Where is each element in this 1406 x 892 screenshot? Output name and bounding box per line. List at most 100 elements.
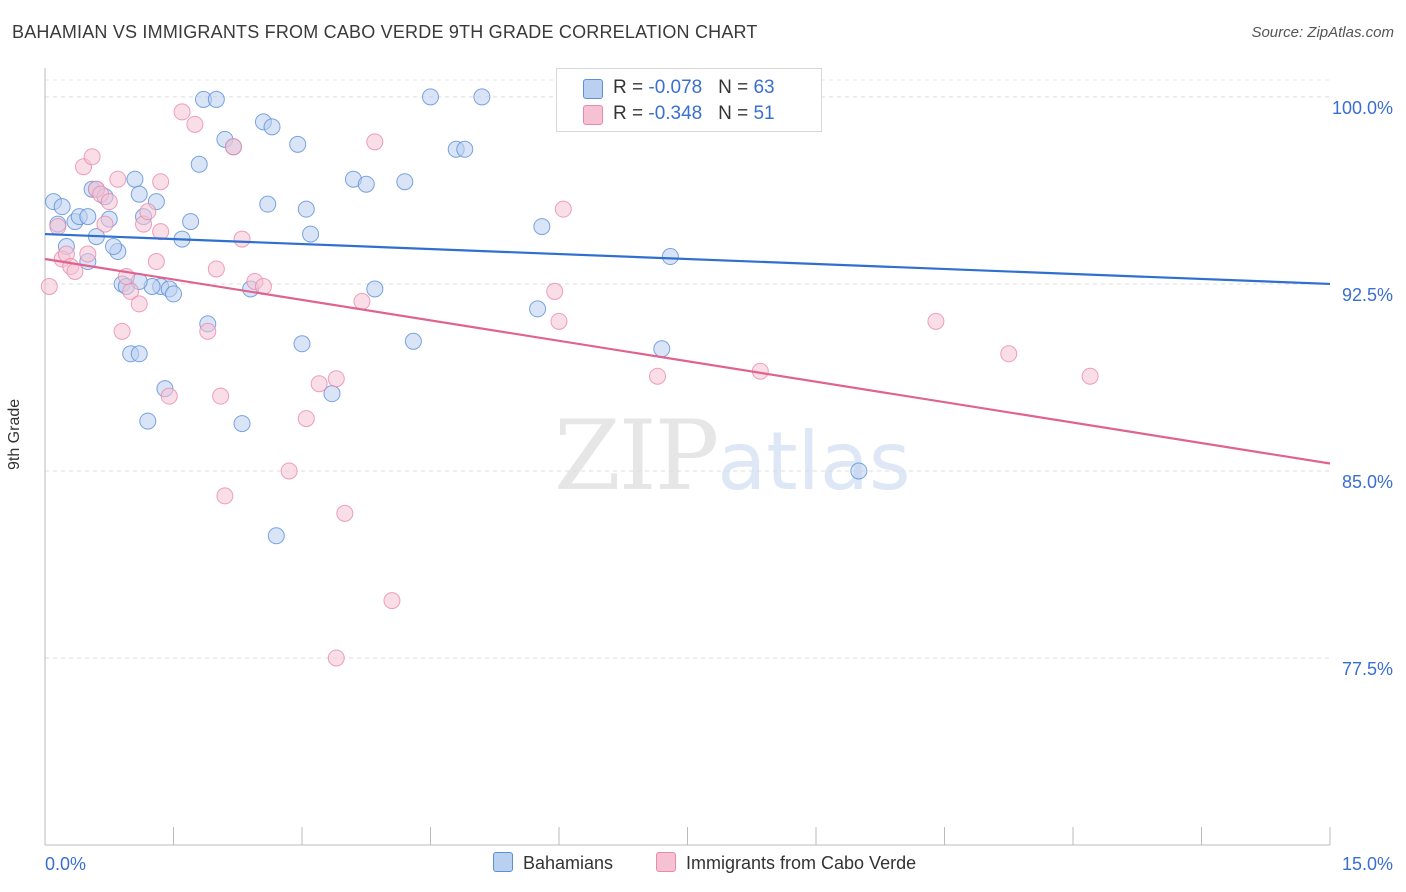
legend-r-label: R = <box>613 77 649 98</box>
watermark-atlas: atlas <box>717 415 911 508</box>
point-cabo-verde <box>383 592 401 610</box>
point-cabo-verde <box>109 170 127 188</box>
y-tick-label: 100.0% <box>1332 98 1393 118</box>
legend-swatch-pink <box>583 105 603 125</box>
legend-n-label: N = <box>718 103 754 124</box>
point-bahamians <box>297 200 315 218</box>
legend-n-value: 63 <box>753 77 775 98</box>
point-bahamians <box>139 412 157 430</box>
point-bahamians <box>456 140 474 158</box>
point-cabo-verde <box>327 370 345 388</box>
point-cabo-verde <box>1000 345 1018 363</box>
point-cabo-verde <box>327 649 345 667</box>
point-bahamians <box>190 155 208 173</box>
point-cabo-verde <box>546 282 564 300</box>
point-bahamians <box>529 300 547 318</box>
point-bahamians <box>263 118 281 136</box>
point-cabo-verde <box>173 103 191 121</box>
point-bahamians <box>130 345 148 363</box>
tick-labels: 100.0% 92.5% 85.0% 77.5% 0.0% 15.0% <box>45 98 1393 874</box>
point-bahamians <box>422 88 439 106</box>
data-points <box>40 88 1099 667</box>
legend-n-value: 51 <box>753 103 775 124</box>
point-cabo-verde <box>152 173 170 191</box>
point-cabo-verde <box>336 504 354 522</box>
legend-row-cabo-verde: R = -0.348 N = 51 <box>583 103 775 191</box>
point-cabo-verde <box>113 322 131 340</box>
watermark-zip: ZIP <box>554 400 719 512</box>
bottom-legend-swatch-blue <box>493 852 513 872</box>
point-bahamians <box>850 462 868 480</box>
point-cabo-verde <box>199 322 217 340</box>
point-bahamians <box>165 285 182 303</box>
legend-r-value: -0.348 <box>648 103 703 124</box>
point-cabo-verde <box>366 133 384 151</box>
point-cabo-verde <box>207 260 225 278</box>
point-bahamians <box>396 173 414 191</box>
chart-title: BAHAMIAN VS IMMIGRANTS FROM CABO VERDE 9… <box>12 22 758 42</box>
stats-legend: R = -0.078 N = 63 R = -0.348 N = 51 <box>556 68 822 132</box>
axes <box>44 68 1331 846</box>
point-cabo-verde <box>649 367 667 385</box>
point-cabo-verde <box>554 200 572 218</box>
point-bahamians <box>267 527 285 545</box>
point-bahamians <box>661 248 679 266</box>
point-cabo-verde <box>96 215 114 233</box>
bottom-legend-bahamians: Bahamians <box>493 852 613 874</box>
bottom-legend-cabo-verde: Immigrants from Cabo Verde <box>656 852 916 874</box>
legend-r-label: R = <box>613 103 649 124</box>
point-bahamians <box>79 208 97 226</box>
y-tick-label: 85.0% <box>1342 472 1393 492</box>
point-bahamians <box>259 195 277 213</box>
trend-lines <box>44 232 1331 465</box>
bottom-legend-swatch-pink <box>656 852 676 872</box>
point-bahamians <box>53 198 71 216</box>
point-bahamians <box>233 415 251 433</box>
point-bahamians <box>533 218 551 236</box>
point-bahamians <box>130 185 148 203</box>
source-label: Source: ZipAtlas.com <box>1251 24 1394 41</box>
legend-swatch-blue <box>583 79 603 99</box>
point-cabo-verde <box>130 295 148 313</box>
point-bahamians <box>302 225 320 243</box>
legend-n-label: N = <box>718 77 754 98</box>
point-cabo-verde <box>49 218 67 236</box>
x-tick-label: 0.0% <box>45 854 86 874</box>
point-cabo-verde <box>927 312 945 330</box>
point-bahamians <box>473 88 491 106</box>
point-cabo-verde <box>1081 367 1099 385</box>
point-cabo-verde <box>100 193 118 211</box>
point-cabo-verde <box>66 262 84 280</box>
point-bahamians <box>207 90 225 108</box>
point-cabo-verde <box>160 387 178 405</box>
point-cabo-verde <box>224 138 242 156</box>
point-bahamians <box>653 340 671 358</box>
point-cabo-verde <box>212 387 230 405</box>
trend-line-cabo-verde <box>44 257 1331 465</box>
x-tick-label: 15.0% <box>1342 854 1393 874</box>
bottom-legend-label: Bahamians <box>523 853 614 873</box>
gridlines <box>45 79 1330 659</box>
trend-line-bahamians <box>44 232 1331 286</box>
point-bahamians <box>289 135 307 153</box>
point-cabo-verde <box>139 203 157 221</box>
y-tick-label: 77.5% <box>1342 659 1393 679</box>
point-bahamians <box>293 335 311 353</box>
point-cabo-verde <box>297 410 315 428</box>
point-bahamians <box>182 213 200 231</box>
point-cabo-verde <box>216 487 234 505</box>
legend-row-bahamians: R = -0.078 N = 63 <box>583 77 775 165</box>
point-cabo-verde <box>40 277 58 295</box>
point-cabo-verde <box>233 230 251 248</box>
point-bahamians <box>404 332 422 350</box>
point-bahamians <box>357 175 375 193</box>
point-bahamians <box>126 170 144 188</box>
y-tick-label: 92.5% <box>1342 285 1393 305</box>
point-cabo-verde <box>147 253 165 271</box>
point-cabo-verde <box>280 462 298 480</box>
point-cabo-verde <box>79 245 97 263</box>
point-bahamians <box>105 238 123 256</box>
watermark: ZIPatlas <box>554 400 911 512</box>
point-cabo-verde <box>186 115 204 133</box>
